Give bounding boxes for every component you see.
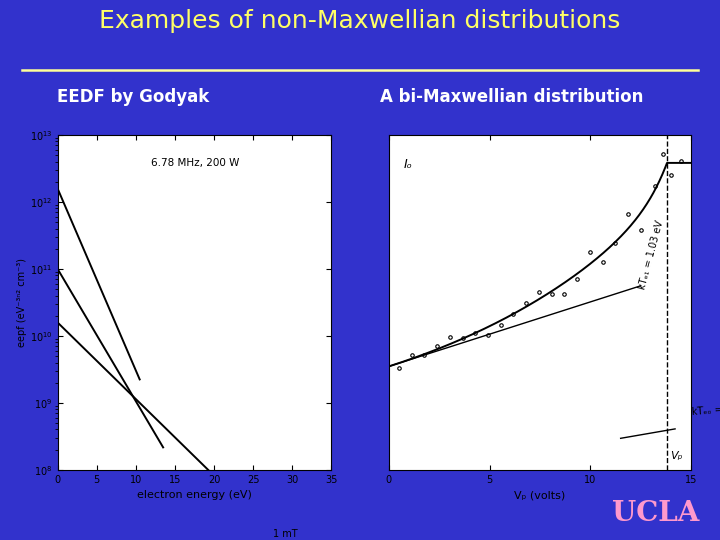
Text: 6.78 MHz, 200 W: 6.78 MHz, 200 W bbox=[150, 158, 239, 168]
Text: kTₑₒ = 11.7 eV: kTₑₒ = 11.7 eV bbox=[691, 402, 720, 417]
Text: EEDF by Godyak: EEDF by Godyak bbox=[57, 88, 210, 106]
Text: UCLA: UCLA bbox=[611, 500, 699, 527]
Text: Examples of non-Maxwellian distributions: Examples of non-Maxwellian distributions bbox=[99, 9, 621, 33]
X-axis label: electron energy (eV): electron energy (eV) bbox=[137, 490, 252, 500]
Text: Vₚ: Vₚ bbox=[670, 451, 683, 461]
Y-axis label: eepf (eV⁻³ⁿ² cm⁻³): eepf (eV⁻³ⁿ² cm⁻³) bbox=[17, 258, 27, 347]
X-axis label: Vₚ (volts): Vₚ (volts) bbox=[514, 490, 566, 500]
Text: Iₒ: Iₒ bbox=[404, 158, 413, 172]
Text: 1 mT: 1 mT bbox=[273, 529, 297, 539]
Text: A bi-Maxwellian distribution: A bi-Maxwellian distribution bbox=[379, 88, 643, 106]
Text: kTₑ₁ = 1.03 eV: kTₑ₁ = 1.03 eV bbox=[637, 219, 665, 291]
